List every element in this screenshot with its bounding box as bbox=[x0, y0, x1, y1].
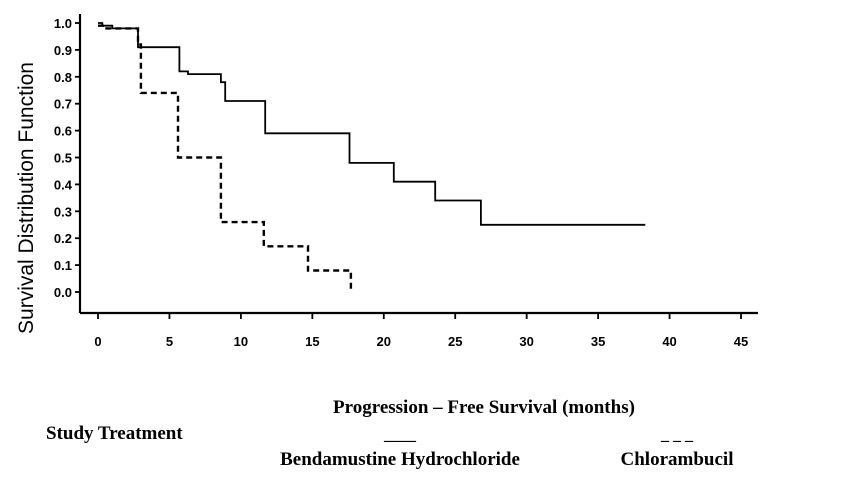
y-tick-label: 0.2 bbox=[54, 231, 72, 246]
y-tick-label: 0.3 bbox=[54, 204, 72, 219]
y-axis-label: Survival Distribution Function bbox=[15, 62, 38, 334]
x-tick-label: 0 bbox=[94, 334, 101, 349]
series-line-chlorambucil bbox=[98, 24, 353, 292]
y-tick-label: 0.5 bbox=[54, 151, 72, 166]
y-tick-label: 0.8 bbox=[54, 70, 72, 85]
x-tick-label: 45 bbox=[734, 334, 748, 349]
y-tick-label: 0.4 bbox=[54, 177, 73, 192]
legend-dashed-marker: _ _ _ bbox=[660, 427, 694, 444]
x-tick-label: 40 bbox=[662, 334, 676, 349]
legend-solid-label: Bendamustine Hydrochloride bbox=[280, 449, 520, 470]
plot-area: 1.0 0.9 0.8 0.7 0.6 0.5 0.4 0.3 0.2 0.1 0.0 0 5 10 15 2… bbox=[54, 14, 758, 349]
x-tick-label: 30 bbox=[519, 334, 533, 349]
y-tick-label: 0.1 bbox=[54, 258, 72, 273]
y-tick-label: 0.6 bbox=[54, 124, 72, 139]
x-tick-label: 25 bbox=[448, 334, 462, 349]
series-line-bendamustine bbox=[98, 22, 646, 226]
x-tick-label: 10 bbox=[234, 334, 248, 349]
legend-dashed-label: Chlorambucil bbox=[621, 449, 734, 470]
x-tick-label: 15 bbox=[305, 334, 319, 349]
legend-heading: Study Treatment bbox=[46, 423, 183, 444]
x-tick-label: 5 bbox=[166, 334, 173, 349]
y-tick-label: 0.0 bbox=[54, 285, 72, 300]
x-axis-label: Progression – Free Survival (months) bbox=[333, 397, 635, 418]
y-tick-label: 0.9 bbox=[54, 43, 72, 58]
x-tick-label: 20 bbox=[377, 334, 391, 349]
y-tick-label: 0.7 bbox=[54, 97, 72, 112]
legend-solid-marker: ____ bbox=[383, 427, 417, 444]
y-tick-label: 1.0 bbox=[54, 16, 72, 31]
x-tick-label: 35 bbox=[591, 334, 605, 349]
